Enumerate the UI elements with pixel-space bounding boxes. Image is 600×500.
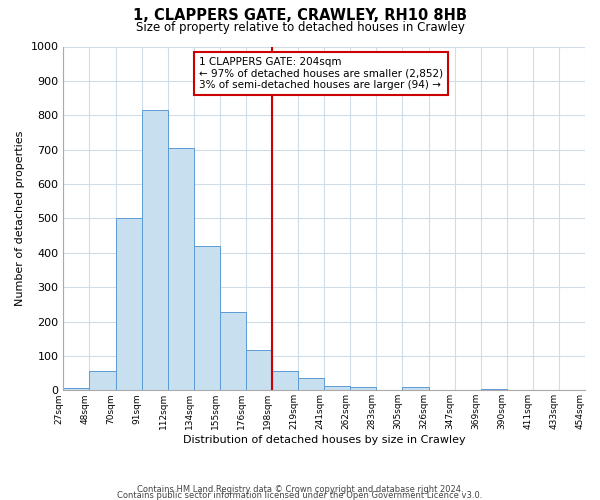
Bar xyxy=(481,388,507,390)
X-axis label: Distribution of detached houses by size in Crawley: Distribution of detached houses by size … xyxy=(183,435,466,445)
Bar xyxy=(246,350,272,391)
Bar xyxy=(64,388,89,390)
Bar xyxy=(324,386,350,390)
Text: 1, CLAPPERS GATE, CRAWLEY, RH10 8HB: 1, CLAPPERS GATE, CRAWLEY, RH10 8HB xyxy=(133,8,467,22)
Bar xyxy=(194,246,220,390)
Bar xyxy=(116,218,142,390)
Text: Contains public sector information licensed under the Open Government Licence v3: Contains public sector information licen… xyxy=(118,490,482,500)
Bar xyxy=(142,110,168,390)
Bar xyxy=(403,387,428,390)
Bar xyxy=(272,370,298,390)
Text: Contains HM Land Registry data © Crown copyright and database right 2024.: Contains HM Land Registry data © Crown c… xyxy=(137,484,463,494)
Text: Size of property relative to detached houses in Crawley: Size of property relative to detached ho… xyxy=(136,21,464,34)
Bar xyxy=(89,370,116,390)
Bar xyxy=(350,387,376,390)
Bar xyxy=(168,148,194,390)
Bar xyxy=(220,312,246,390)
Y-axis label: Number of detached properties: Number of detached properties xyxy=(15,130,25,306)
Bar xyxy=(298,378,324,390)
Text: 1 CLAPPERS GATE: 204sqm
← 97% of detached houses are smaller (2,852)
3% of semi-: 1 CLAPPERS GATE: 204sqm ← 97% of detache… xyxy=(199,57,443,90)
